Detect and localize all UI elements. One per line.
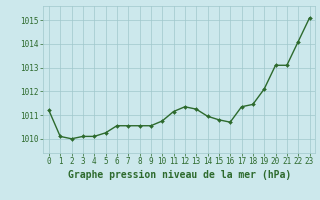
X-axis label: Graphe pression niveau de la mer (hPa): Graphe pression niveau de la mer (hPa)	[68, 170, 291, 180]
